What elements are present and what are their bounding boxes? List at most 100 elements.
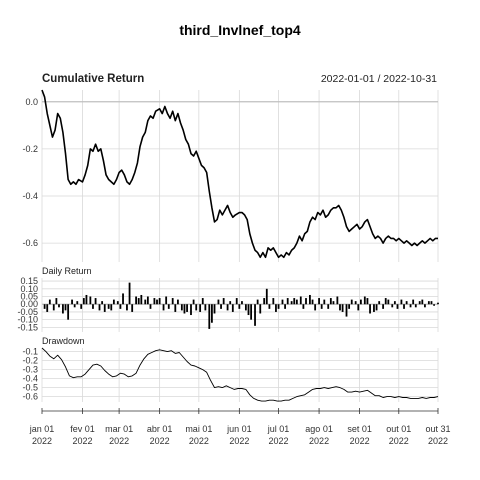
x-tick-year: 2022 [350,436,370,446]
daily-return-bar [126,304,128,311]
daily-return-bar [211,304,213,323]
daily-return-bar [192,299,195,305]
daily-return-bar [391,304,394,308]
daily-return-bar [405,301,408,305]
daily-return-bar [149,304,152,309]
daily-return-bar [217,299,220,305]
daily-return-bar [427,301,430,305]
y-tick-label-daily: -0.05 [17,307,38,317]
daily-return-bar [378,301,381,305]
date-range-label: 2022-01-01 / 2022-10-31 [321,73,437,85]
daily-return-bar [55,298,58,305]
daily-return-bar [277,304,280,309]
daily-return-bar [437,302,439,305]
daily-return-bar [263,298,266,305]
daily-return-bar [82,298,85,305]
daily-return-bar [204,304,207,311]
daily-return-bar [244,304,247,311]
daily-return-bar [140,294,143,305]
drawdown-panel-title: Drawdown [42,336,85,346]
daily-return-bar [67,304,70,320]
daily-return-bar [103,304,106,312]
x-tick-label: set 01 [347,424,372,434]
daily-return-bar [235,298,238,305]
chart-title: third_Invlnef_top4 [179,22,301,38]
daily-return-bar [158,298,161,305]
daily-return-bar [183,304,186,314]
daily-return-bar [318,298,320,305]
x-tick-label: fev 01 [70,424,95,434]
daily-return-bar [190,304,192,316]
daily-return-bar [421,299,424,305]
daily-return-bar [110,304,113,311]
daily-return-bar [414,304,417,308]
daily-return-bar [320,304,323,309]
daily-return-bar [327,304,330,309]
drawdown-line [41,347,439,402]
y-tick-label-daily: -0.10 [17,315,38,325]
daily-return-bar [80,304,83,309]
daily-return-bar [89,296,92,305]
x-tick-label: ago 01 [305,424,333,434]
daily-return-bar [332,301,335,305]
daily-return-bar [373,304,375,312]
daily-return-bar [135,296,137,305]
daily-return-bar [329,298,332,305]
cumulative-return-line [41,89,438,259]
daily-return-bar [339,304,341,311]
y-tick-label-drawdown: -0.3 [22,365,38,375]
cumulative-panel-title: Cumulative Return [42,73,144,85]
daily-return-bar [46,304,49,312]
daily-return-bar [174,304,177,312]
y-tick-label-drawdown: -0.1 [22,347,38,357]
daily-return-bar [241,301,243,305]
daily-return-bar [348,304,351,309]
x-tick-label: jul 01 [267,424,290,434]
daily-return-bar [137,298,140,305]
daily-return-bar [43,304,46,309]
daily-return-bar [424,304,426,308]
daily-return-bar [259,304,262,314]
y-tick-label-cumulative: -0.2 [22,144,38,154]
x-tick-label: mar 01 [105,424,133,434]
daily-return-bar [48,299,51,305]
daily-return-bar [162,304,165,311]
daily-return-bar [286,298,289,305]
daily-return-bar [92,304,94,309]
daily-return-bar [299,296,302,305]
y-tick-label-cumulative: 0.0 [25,97,38,107]
daily-return-bar [208,304,211,329]
daily-return-bar [213,304,216,314]
daily-return-bar [357,304,360,311]
daily-return-bar [199,304,202,312]
daily-return-bar [369,304,371,314]
daily-return-bar [345,304,348,317]
daily-return-bar [250,304,253,320]
y-tick-label-cumulative: -0.6 [22,238,38,248]
daily-return-bar [64,304,67,311]
daily-return-bar [393,301,396,305]
y-tick-label-cumulative: -0.4 [22,191,38,201]
daily-return-bar [119,304,122,309]
x-tick-year: 2022 [428,436,448,446]
daily-return-bar [354,301,357,305]
daily-return-bar [268,304,271,309]
daily-return-bar [323,299,326,305]
daily-return-bar [165,296,168,305]
daily-return-bar [71,299,73,305]
daily-return-bar [177,299,179,305]
x-tick-year: 2022 [189,436,209,446]
daily-return-bar [128,282,131,305]
daily-return-bar [195,304,198,311]
x-tick-year: 2022 [269,436,289,446]
x-tick-year: 2022 [389,436,409,446]
daily-return-bar [363,296,366,305]
daily-return-bar [366,298,369,305]
daily-panel-title: Daily Return [42,266,92,276]
daily-return-bar [311,299,314,305]
daily-return-bar [201,298,204,305]
daily-return-bar [290,301,293,305]
daily-return-bar [375,304,378,311]
daily-return-bar [409,304,412,308]
